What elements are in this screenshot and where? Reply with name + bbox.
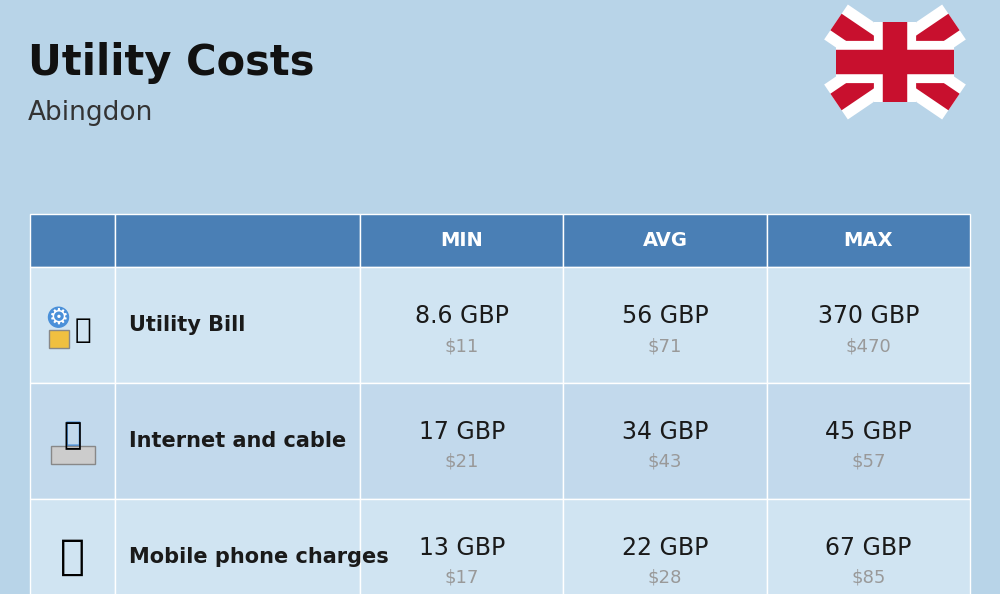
- Bar: [48, 330, 68, 348]
- Bar: [115, 267, 360, 383]
- Bar: [563, 267, 767, 383]
- Bar: [360, 267, 563, 383]
- Text: $57: $57: [851, 453, 886, 471]
- Text: 📶: 📶: [63, 422, 82, 450]
- Text: 13 GBP: 13 GBP: [419, 536, 505, 560]
- Bar: [30, 499, 115, 594]
- Bar: [767, 499, 970, 594]
- Bar: [115, 499, 360, 594]
- Text: ⚙: ⚙: [48, 307, 68, 327]
- Text: MAX: MAX: [844, 231, 893, 250]
- Bar: [767, 214, 970, 267]
- Text: $11: $11: [445, 337, 479, 355]
- Text: $85: $85: [851, 568, 886, 587]
- Bar: [360, 383, 563, 499]
- Bar: [767, 383, 970, 499]
- Text: 8.6 GBP: 8.6 GBP: [415, 304, 509, 328]
- Text: 〰: 〰: [64, 419, 81, 447]
- Bar: [563, 499, 767, 594]
- Text: 22 GBP: 22 GBP: [622, 536, 708, 560]
- Bar: [30, 214, 115, 267]
- Text: Utility Costs: Utility Costs: [28, 42, 314, 84]
- Text: $71: $71: [648, 337, 682, 355]
- Text: 🔌: 🔌: [74, 316, 91, 344]
- Text: 67 GBP: 67 GBP: [825, 536, 912, 560]
- Text: $470: $470: [845, 337, 891, 355]
- Text: Abingdon: Abingdon: [28, 100, 153, 126]
- Text: 370 GBP: 370 GBP: [818, 304, 919, 328]
- Text: 📱: 📱: [60, 536, 85, 578]
- Bar: [30, 267, 115, 383]
- Bar: [836, 22, 954, 102]
- Text: 34 GBP: 34 GBP: [622, 420, 708, 444]
- Text: 17 GBP: 17 GBP: [419, 420, 505, 444]
- Text: $17: $17: [444, 568, 479, 587]
- Bar: [50, 446, 94, 464]
- Text: Internet and cable: Internet and cable: [129, 431, 346, 451]
- Bar: [767, 267, 970, 383]
- Text: $28: $28: [648, 568, 682, 587]
- Text: 56 GBP: 56 GBP: [622, 304, 708, 328]
- Bar: [563, 383, 767, 499]
- Circle shape: [48, 307, 68, 327]
- Text: Utility Bill: Utility Bill: [129, 315, 245, 335]
- Text: Mobile phone charges: Mobile phone charges: [129, 547, 389, 567]
- Text: MIN: MIN: [440, 231, 483, 250]
- Text: $21: $21: [444, 453, 479, 471]
- Bar: [563, 214, 767, 267]
- Text: 45 GBP: 45 GBP: [825, 420, 912, 444]
- Bar: [30, 383, 115, 499]
- Bar: [115, 383, 360, 499]
- Text: AVG: AVG: [642, 231, 688, 250]
- Bar: [360, 499, 563, 594]
- Text: $43: $43: [648, 453, 682, 471]
- Bar: [115, 214, 360, 267]
- Bar: [360, 214, 563, 267]
